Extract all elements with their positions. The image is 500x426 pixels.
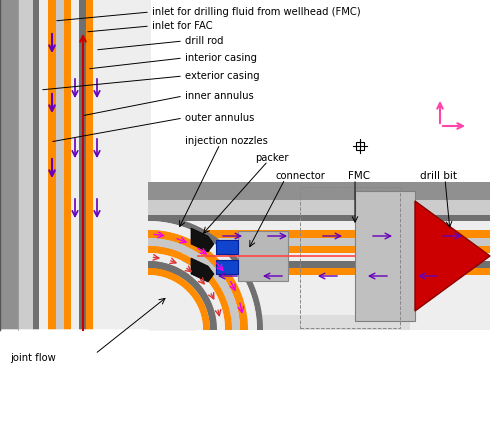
Polygon shape [191, 228, 214, 252]
Bar [148, 253, 490, 261]
Text: drill bit: drill bit [420, 171, 457, 181]
Polygon shape [148, 182, 296, 330]
Text: joint flow: joint flow [10, 353, 56, 363]
Polygon shape [148, 268, 210, 330]
Bar [148, 268, 490, 275]
Text: interior casing: interior casing [185, 53, 257, 63]
Wedge shape [148, 283, 195, 330]
Bar [148, 230, 490, 238]
Polygon shape [191, 258, 214, 282]
Polygon shape [148, 275, 203, 330]
Bar [18, 0, 33, 330]
Bar [148, 283, 490, 330]
Bar [148, 261, 490, 268]
Text: drill rod: drill rod [185, 36, 224, 46]
Text: inlet for drilling fluid from wellhead (FMC): inlet for drilling fluid from wellhead (… [152, 7, 360, 17]
Bar [216, 260, 238, 274]
Bar [64, 0, 71, 330]
Text: injection nozzles: injection nozzles [185, 136, 268, 146]
Text: packer: packer [255, 153, 288, 163]
Polygon shape [148, 200, 278, 330]
Text: FMC: FMC [348, 171, 370, 181]
Polygon shape [148, 246, 232, 330]
Polygon shape [148, 215, 263, 330]
Polygon shape [148, 261, 217, 330]
Bar [148, 182, 490, 200]
Bar [148, 221, 490, 230]
Bar [148, 238, 490, 246]
Bar [39, 0, 48, 330]
Text: connector: connector [275, 171, 325, 181]
Bar [48, 0, 56, 330]
Bar [355, 191, 415, 321]
Bar [148, 182, 410, 200]
Bar [216, 240, 238, 254]
Bar [148, 0, 151, 330]
Bar [33, 0, 39, 330]
Bar [56, 0, 64, 330]
Bar [356, 142, 364, 150]
Bar [148, 275, 490, 283]
Text: exterior casing: exterior casing [185, 71, 260, 81]
Bar [79, 0, 86, 330]
Bar [148, 200, 490, 215]
Bar [238, 231, 288, 281]
Polygon shape [415, 201, 490, 311]
Bar [93, 0, 101, 330]
Text: inlet for FAC: inlet for FAC [152, 21, 212, 31]
Polygon shape [148, 253, 225, 330]
Bar [71, 0, 79, 330]
Bar [148, 246, 490, 253]
Text: outer annulus: outer annulus [185, 113, 254, 123]
Bar [86, 0, 93, 330]
Bar [300, 187, 400, 328]
Wedge shape [0, 330, 148, 426]
Bar [148, 315, 410, 330]
Bar [148, 215, 490, 221]
Text: inner annulus: inner annulus [185, 91, 254, 101]
Polygon shape [148, 221, 257, 330]
Bar [101, 0, 150, 330]
Polygon shape [148, 230, 248, 330]
Bar [0, 0, 18, 330]
Polygon shape [148, 238, 240, 330]
